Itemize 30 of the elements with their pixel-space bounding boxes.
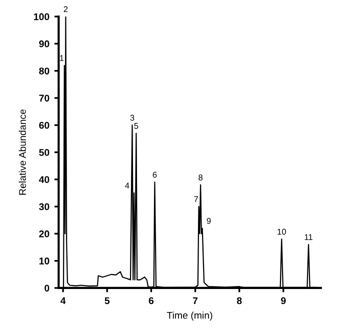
y-tick-label: 70 (39, 94, 50, 102)
annotation: 3 (130, 114, 134, 121)
annotation: 2 (64, 6, 68, 12)
annotation: 11 (304, 234, 312, 240)
y-tick-label: 90 (39, 40, 50, 48)
x-tick-label: 9 (281, 297, 286, 304)
x-tick-label: 7 (192, 297, 198, 304)
x-tick-label: 5 (104, 297, 110, 304)
y-tick-label: 40 (38, 176, 50, 184)
annotation: 10 (278, 228, 286, 235)
y-tick-label: 10 (39, 258, 50, 264)
annotation: 8 (198, 174, 202, 180)
y-axis-title: Relative Abundance (18, 109, 26, 195)
annotation: 7 (194, 196, 198, 202)
y-tick-label: 30 (39, 203, 50, 210)
annotation: 9 (206, 218, 211, 224)
y-tick-label: 80 (39, 68, 50, 74)
annotation: 6 (152, 172, 157, 178)
x-tick-label: 4 (60, 297, 66, 304)
annotation: 4 (125, 182, 130, 188)
annotation: 1 (60, 55, 64, 61)
y-tick-label: 0 (44, 284, 50, 292)
y-tick-label: 100 (34, 13, 50, 20)
x-tick-label: 8 (236, 297, 242, 304)
y-tick-label: 60 (39, 122, 50, 129)
annotation: 5 (134, 123, 138, 129)
x-tick-label: 6 (148, 297, 154, 304)
y-tick-label: 50 (39, 148, 50, 156)
x-axis-title: Time (min) (166, 312, 212, 321)
y-tick-label: 20 (39, 230, 50, 238)
